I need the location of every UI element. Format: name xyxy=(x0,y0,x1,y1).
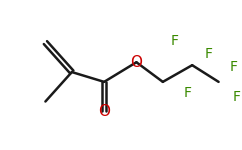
Text: F: F xyxy=(205,47,213,61)
Text: F: F xyxy=(229,60,237,74)
Text: F: F xyxy=(183,86,191,100)
Text: O: O xyxy=(130,55,142,70)
Text: O: O xyxy=(98,104,110,119)
Text: F: F xyxy=(171,34,179,48)
Text: F: F xyxy=(232,90,240,104)
